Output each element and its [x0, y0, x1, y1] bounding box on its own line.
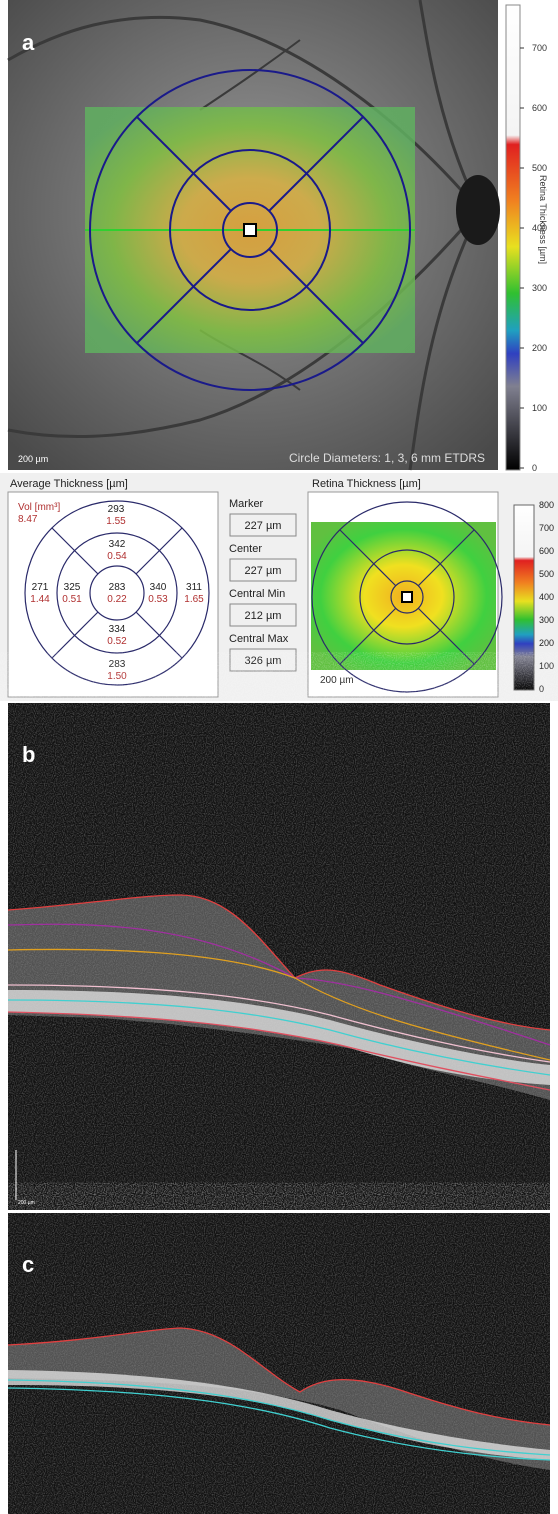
caption: Circle Diameters: 1, 3, 6 mm ETDRS	[289, 451, 485, 465]
measure-value: 227 µm	[245, 520, 282, 532]
panel-label: a	[22, 30, 35, 55]
colorbar-tick-label: 700	[539, 523, 554, 533]
sector-thickness: 340	[150, 582, 167, 593]
scale-bar: 200 µm	[320, 675, 354, 686]
colorbar-tick-label: 400	[539, 592, 554, 602]
colorbar-tick-label: 0	[532, 463, 537, 473]
sector-volume: 1.50	[107, 671, 127, 682]
colorbar-tick-label: 0	[539, 684, 544, 694]
sector-volume: 1.65	[184, 594, 204, 605]
colorbar-tick-label: 700	[532, 43, 547, 53]
colorbar-tick-label: 800	[539, 500, 554, 510]
panel-label: b	[22, 742, 35, 767]
colorbar-tick-label: 300	[532, 283, 547, 293]
sector-volume: 0.22	[107, 594, 127, 605]
measure-label: Marker	[229, 498, 264, 510]
section-title: Retina Thickness [µm]	[312, 478, 421, 490]
sector-volume: 0.54	[107, 551, 127, 562]
colorbar-title: Retina Thickness [µm]	[538, 175, 548, 264]
panel-label: c	[22, 1252, 34, 1277]
sector-volume: 1.55	[106, 516, 126, 527]
measure-value: 326 µm	[245, 655, 282, 667]
colorbar-tick-label: 200	[532, 343, 547, 353]
colorbar-tick-label: 100	[539, 661, 554, 671]
sector-thickness: 311	[186, 582, 202, 593]
sector-volume: 0.51	[62, 594, 82, 605]
sector-thickness: 283	[109, 582, 126, 593]
colorbar-tick-label: 400	[532, 223, 547, 233]
fovea-marker	[244, 224, 256, 236]
scale-bar: 200 µm	[18, 454, 48, 464]
scale-bar: 200 µm	[18, 1200, 35, 1206]
colorbar-tick-label: 600	[539, 546, 554, 556]
measure-value: 212 µm	[245, 610, 282, 622]
measure-value: 227 µm	[245, 565, 282, 577]
colorbar-tick-label: 600	[532, 103, 547, 113]
sector-thickness: 293	[108, 504, 125, 515]
sector-thickness: 271	[32, 582, 49, 593]
measure-label: Center	[229, 543, 262, 555]
colorbar-tick-label: 500	[532, 163, 547, 173]
measure-label: Central Max	[229, 633, 289, 645]
volume-total: 8.47	[18, 514, 38, 525]
optic-disc	[456, 175, 500, 245]
figure-canvas: a 200 µm Circle Diameters: 1, 3, 6 mm ET…	[0, 0, 558, 1514]
colorbar-tick-label: 200	[539, 638, 554, 648]
sector-thickness: 334	[109, 624, 126, 635]
sector-volume: 0.53	[148, 594, 168, 605]
colorbar-tick-label: 300	[539, 615, 554, 625]
measure-label: Central Min	[229, 588, 285, 600]
colorbar-tick-label: 100	[532, 403, 547, 413]
sector-thickness: 283	[109, 659, 126, 670]
section-title: Average Thickness [µm]	[10, 478, 128, 490]
colorbar	[514, 505, 534, 690]
figure: a 200 µm Circle Diameters: 1, 3, 6 mm ET…	[0, 0, 558, 1514]
sector-volume: 1.44	[30, 594, 50, 605]
sector-thickness: 325	[64, 582, 81, 593]
colorbar-tick-label: 500	[539, 569, 554, 579]
sector-thickness: 342	[109, 539, 126, 550]
fovea-marker	[402, 592, 412, 602]
volume-label: Vol [mm³]	[18, 502, 60, 513]
sector-volume: 0.52	[107, 636, 127, 647]
colorbar	[506, 5, 520, 470]
